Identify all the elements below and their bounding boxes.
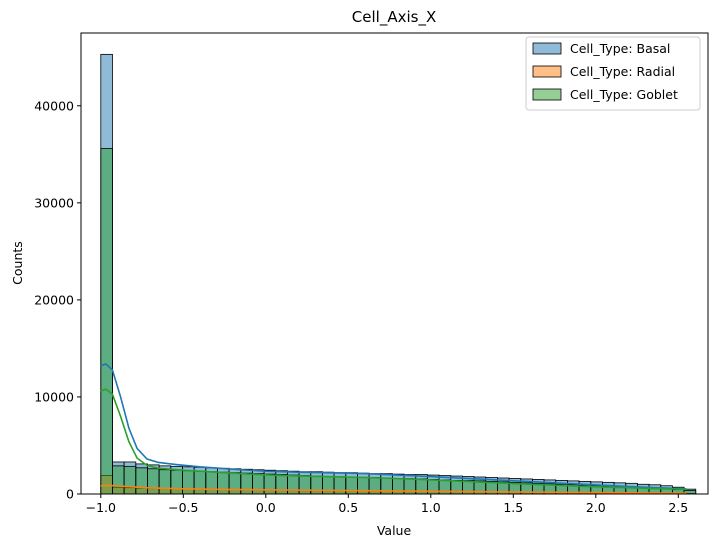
x-tick-label: 1.0	[421, 500, 441, 515]
y-tick-label: 10000	[34, 389, 74, 404]
bar-goblet	[158, 469, 172, 495]
x-tick-label: 0.0	[256, 500, 276, 515]
bar-goblet	[170, 469, 183, 495]
bar-goblet	[322, 476, 335, 495]
bar-goblet	[252, 473, 265, 495]
bar-goblet	[100, 148, 113, 495]
x-axis-label: Value	[377, 523, 412, 538]
bar-goblet	[228, 472, 242, 495]
y-tick-label: 40000	[34, 98, 74, 113]
legend-label-radial: Cell_Type: Radial	[570, 64, 675, 79]
chart-title: Cell_Axis_X	[352, 8, 436, 27]
legend-label-basal: Cell_Type: Basal	[570, 41, 670, 56]
legend-swatch-basal	[532, 42, 562, 55]
legend-label-goblet: Cell_Type: Goblet	[570, 87, 678, 102]
y-tick-label: 0	[66, 487, 74, 502]
legend: Cell_Type: Basal Cell_Type: Radial Cell_…	[525, 36, 701, 111]
legend-box	[525, 36, 701, 111]
bar-goblet	[123, 465, 137, 495]
x-tick-label: 0.5	[338, 500, 358, 515]
bar-goblet	[182, 470, 195, 495]
x-tick-label: 1.5	[503, 500, 523, 515]
bar-goblet	[112, 465, 125, 495]
legend-swatch-radial	[532, 65, 562, 78]
bar-goblet	[287, 474, 300, 495]
bar-goblet	[135, 467, 148, 495]
bar-goblet	[310, 475, 323, 495]
bar-goblet	[333, 476, 347, 495]
y-tick-label: 20000	[34, 292, 74, 307]
kde-line-basal	[100, 363, 687, 490]
bar-goblet	[345, 476, 358, 495]
kde-layer	[100, 363, 687, 495]
kde-line-radial	[100, 484, 687, 495]
x-tick-label: −1.0	[86, 500, 116, 515]
y-tick-label: 30000	[34, 195, 74, 210]
bar-goblet	[193, 470, 207, 495]
y-axis: 0 10000 20000 30000 40000	[34, 98, 81, 502]
plot-frame	[80, 32, 709, 495]
bar-goblet	[205, 471, 218, 495]
kde-line-goblet	[100, 388, 687, 491]
bar-goblet	[217, 471, 230, 495]
bar-goblet	[298, 475, 312, 495]
x-axis: −1.0 −0.5 0.0 0.5 1.0 1.5 2.0 2.5	[86, 494, 688, 515]
bar-goblet	[263, 473, 277, 495]
x-tick-label: 2.5	[668, 500, 688, 515]
bar-goblet	[240, 472, 253, 495]
x-tick-label: −0.5	[168, 500, 198, 515]
y-axis-label: Counts	[10, 241, 25, 285]
legend-swatch-goblet	[532, 88, 562, 101]
x-tick-label: 2.0	[586, 500, 606, 515]
bar-goblet	[147, 468, 160, 495]
bar-goblet	[275, 474, 288, 495]
